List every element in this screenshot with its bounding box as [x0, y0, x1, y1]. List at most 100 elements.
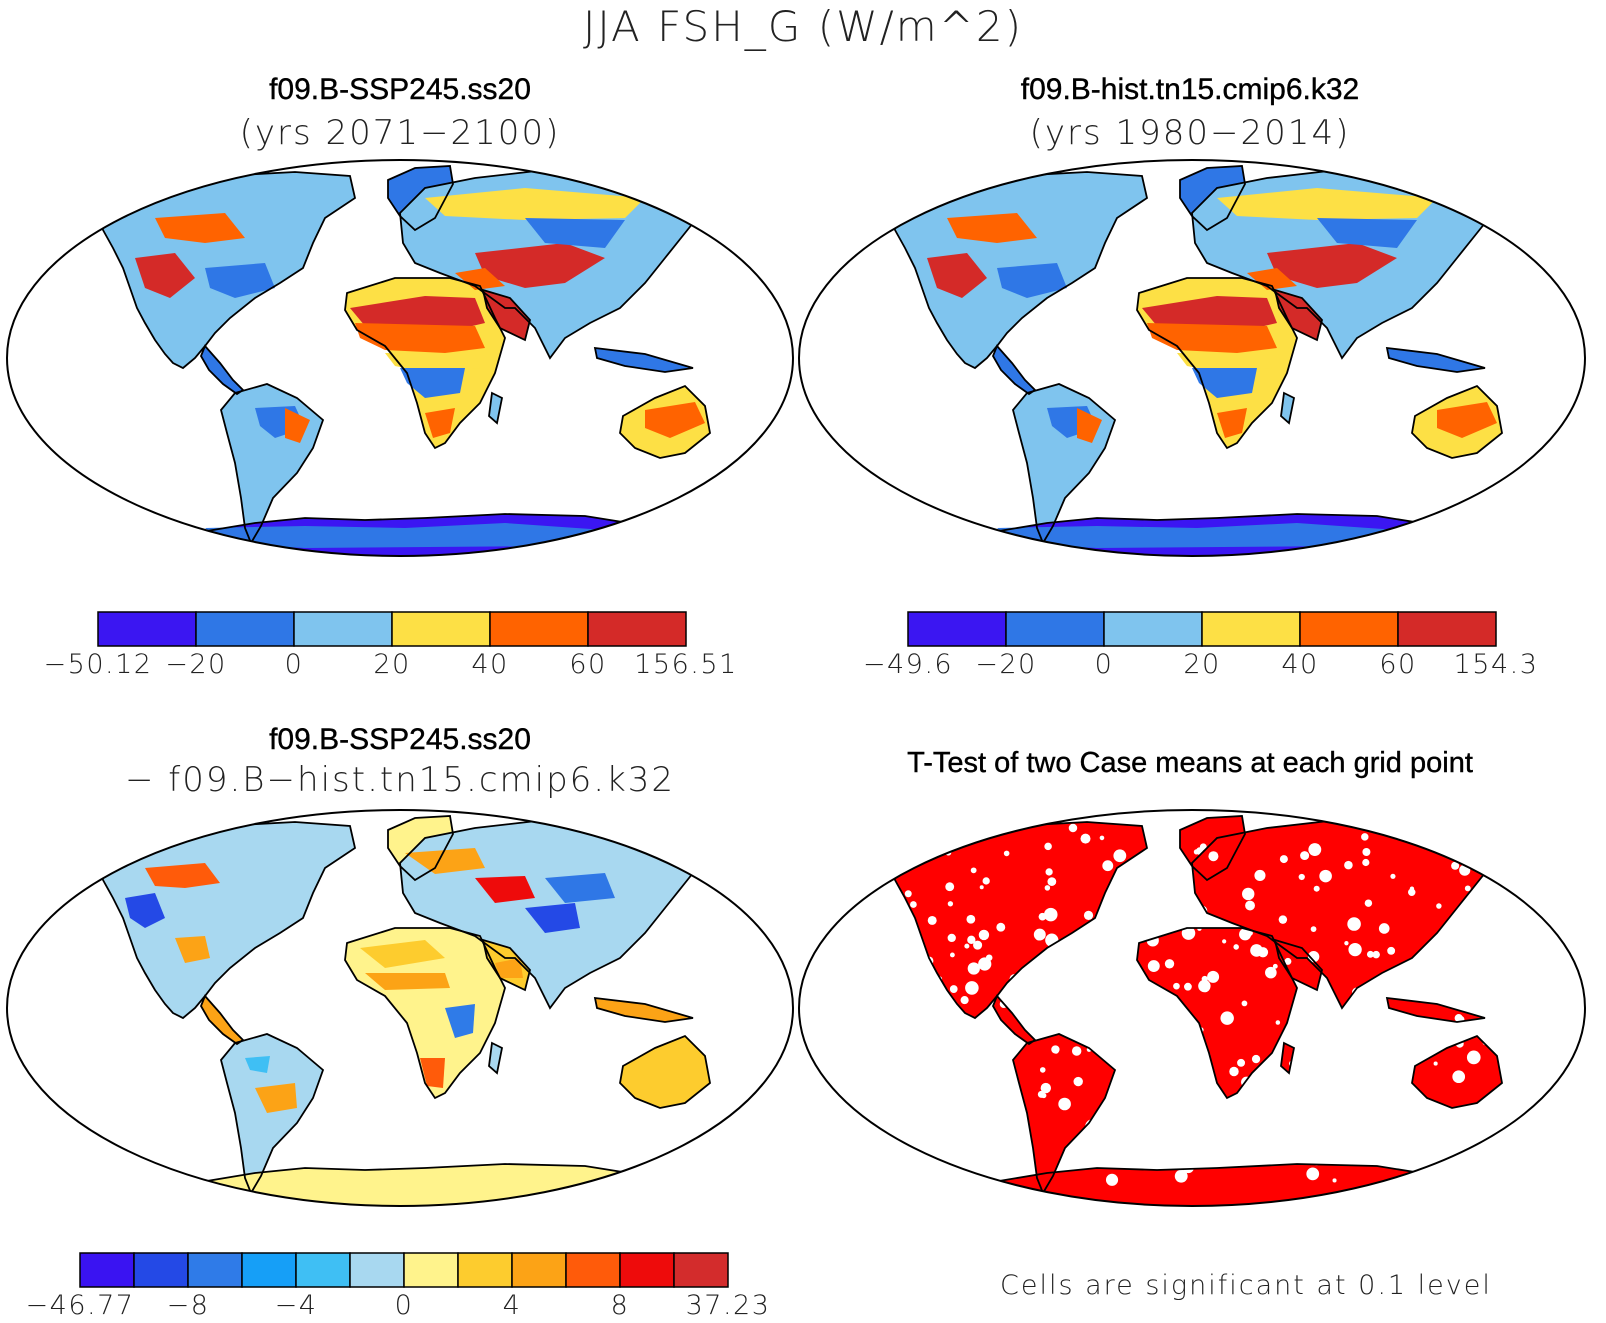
nonsignificant-cell	[1307, 1079, 1312, 1084]
field-patch	[1077, 408, 1102, 443]
field-patch	[425, 188, 645, 220]
colorbar-box	[457, 1252, 513, 1288]
nonsignificant-cell	[978, 929, 990, 941]
nonsignificant-cell	[947, 901, 954, 907]
nonsignificant-cell	[894, 1175, 905, 1186]
nonsignificant-cell	[1058, 1097, 1071, 1111]
nonsignificant-cell	[1366, 950, 1374, 958]
colorbar-label: 37.23	[686, 1290, 771, 1321]
land-southAmerica	[1013, 1034, 1115, 1193]
nonsignificant-cell	[1284, 957, 1292, 965]
nonsignificant-cell	[1355, 1053, 1366, 1064]
nonsignificant-cell	[1193, 849, 1200, 855]
nonsignificant-cell	[1047, 968, 1057, 978]
colorbar-label: 20	[1183, 649, 1220, 680]
nonsignificant-cell	[1357, 1148, 1369, 1160]
panel3-title: f09.B-SSP245.ss20	[269, 723, 531, 756]
nonsignificant-cell	[1339, 1032, 1353, 1047]
coastline	[387, 815, 454, 882]
nonsignificant-cell	[1233, 944, 1239, 950]
coastline	[344, 927, 506, 1100]
colorbar-label: −20	[165, 649, 226, 680]
nonsignificant-cell	[1083, 910, 1094, 920]
nonsignificant-cell	[1275, 1020, 1281, 1025]
colorbar-box	[293, 611, 393, 647]
colorbar-box	[187, 1252, 243, 1288]
nonsignificant-cell	[1451, 861, 1460, 870]
nonsignificant-cell	[1377, 1074, 1384, 1081]
nonsignificant-cell	[1361, 833, 1369, 841]
nonsignificant-cell	[952, 1003, 957, 1009]
nonsignificant-cell	[897, 973, 907, 983]
nonsignificant-cell	[1002, 1067, 1010, 1075]
field-patch	[425, 408, 455, 438]
land-centralAmerica	[993, 346, 1035, 394]
panel4-map	[798, 809, 1586, 1207]
field-patch	[1217, 188, 1437, 220]
colorbar-box	[97, 611, 197, 647]
nonsignificant-cell	[1242, 887, 1255, 901]
nonsignificant-cell	[1479, 930, 1492, 944]
land-centralAmerica	[201, 346, 243, 394]
colorbar-box	[489, 611, 589, 647]
nonsignificant-cell	[1466, 1050, 1481, 1065]
nonsignificant-cell	[1009, 974, 1020, 984]
nonsignificant-cell	[1303, 1137, 1310, 1145]
land-arabia	[483, 290, 530, 340]
nonsignificant-cell	[896, 952, 907, 963]
nonsignificant-cell	[1138, 920, 1149, 931]
nonsignificant-cell	[1080, 833, 1091, 844]
globe-border	[798, 809, 1586, 1207]
colorbar-label: 156.51	[634, 649, 737, 680]
nonsignificant-cell	[990, 1154, 1001, 1165]
nonsignificant-cell	[1073, 1076, 1083, 1087]
land-madagascar	[489, 1043, 502, 1073]
nonsignificant-cell	[1278, 915, 1288, 924]
land-madagascar	[1281, 1043, 1294, 1073]
coastline	[1179, 165, 1246, 232]
coastline	[488, 1041, 504, 1075]
nonsignificant-cell	[1085, 1119, 1100, 1134]
nonsignificant-cell	[897, 1096, 907, 1105]
nonsignificant-cell	[1451, 1022, 1461, 1033]
colorbar-box	[195, 611, 295, 647]
nonsignificant-cell	[1105, 905, 1117, 918]
diff-patch	[445, 1004, 475, 1038]
nonsignificant-cell	[1251, 1054, 1261, 1064]
colorbar-label: 4	[503, 1290, 522, 1321]
land-indonesia	[595, 348, 693, 372]
colorbar-box	[79, 1252, 135, 1288]
nonsignificant-cell	[1307, 950, 1320, 963]
diff-patch	[145, 863, 220, 888]
colorbar-label: 8	[611, 1290, 630, 1321]
colorbar-box	[565, 1252, 621, 1288]
nonsignificant-cell	[1147, 960, 1160, 973]
panel2-subtitle: (yrs 1980−2014)	[1029, 113, 1351, 153]
colorbar-label: 60	[1379, 649, 1416, 680]
nonsignificant-cell	[904, 890, 912, 898]
nonsignificant-cell	[947, 933, 956, 943]
diff-patch	[405, 848, 485, 874]
nonsignificant-cell	[1347, 917, 1361, 931]
nonsignificant-cell	[1504, 1050, 1517, 1063]
nonsignificant-cell	[1237, 1058, 1246, 1067]
panel4-title: T-Test of two Case means at each grid po…	[907, 747, 1473, 779]
nonsignificant-cell	[1452, 1070, 1466, 1084]
nonsignificant-cell	[1361, 1031, 1374, 1044]
nonsignificant-cell	[1300, 1011, 1307, 1018]
colorbar-label: −8	[167, 1290, 210, 1321]
nonsignificant-cell	[1450, 921, 1455, 926]
colorbar-box	[295, 1252, 351, 1288]
field-patch	[1317, 218, 1417, 248]
nonsignificant-cell	[1444, 948, 1451, 956]
colorbar-label: −50.12	[44, 649, 153, 680]
nonsignificant-cell	[1182, 1161, 1194, 1174]
nonsignificant-cell	[985, 954, 993, 961]
nonsignificant-cell	[1502, 993, 1517, 1007]
field-patch	[475, 243, 605, 288]
nonsignificant-cell	[1184, 982, 1192, 991]
nonsignificant-cell	[1348, 942, 1362, 957]
nonsignificant-cell	[910, 901, 917, 908]
nonsignificant-cell	[1201, 975, 1208, 983]
nonsignificant-cell	[1037, 1090, 1045, 1098]
